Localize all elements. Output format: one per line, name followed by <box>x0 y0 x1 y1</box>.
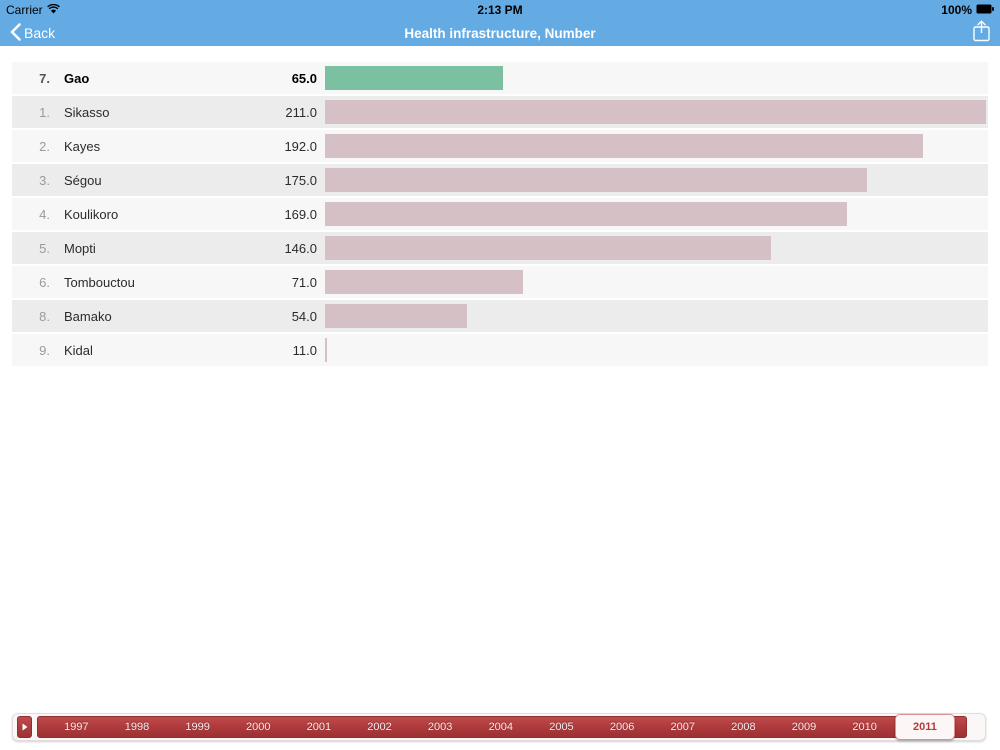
status-bar: Carrier 2:13 PM 100% <box>0 0 1000 20</box>
region-name: Kidal <box>64 342 93 358</box>
value-bar <box>325 134 923 158</box>
year-2010[interactable]: 2010 <box>852 721 877 733</box>
back-chevron-icon <box>10 22 21 44</box>
row-text-group: 3. Ségou 175.0 <box>12 164 317 196</box>
region-name: Kayes <box>64 138 101 154</box>
year-2003[interactable]: 2003 <box>427 721 453 733</box>
value-label: 54.0 <box>291 308 317 324</box>
rank-label: 1. <box>39 104 50 120</box>
row-text-group: 2. Kayes 192.0 <box>12 130 317 162</box>
row-text-group: 5. Mopti 146.0 <box>12 232 317 264</box>
value-bar <box>325 66 503 90</box>
navigation-bar: Back Health infrastructure, Number <box>0 20 1000 46</box>
list-item-ségou[interactable]: 3. Ségou 175.0 <box>12 164 988 196</box>
year-1998[interactable]: 1998 <box>124 721 150 733</box>
row-text-group: 4. Koulikoro 169.0 <box>12 198 317 230</box>
value-bar <box>325 236 771 260</box>
back-button[interactable]: Back <box>10 22 56 44</box>
region-name: Koulikoro <box>64 206 119 222</box>
value-label: 175.0 <box>284 172 317 188</box>
year-2002[interactable]: 2002 <box>367 721 392 733</box>
list-item-koulikoro[interactable]: 4. Koulikoro 169.0 <box>12 198 988 230</box>
region-bar-list: 7. Gao 65.0 1. Sikasso 211.0 2. Kayes 192.0 3. Ség… <box>12 62 988 366</box>
row-text-group: 1. Sikasso 211.0 <box>12 96 317 128</box>
value-label: 211.0 <box>285 104 317 120</box>
carrier-label: Carrier <box>6 3 43 17</box>
bar-track <box>317 300 988 332</box>
bar-track <box>317 266 988 298</box>
rank-label: 2. <box>39 138 50 154</box>
value-bar <box>325 338 327 362</box>
value-label: 11.0 <box>292 342 317 358</box>
region-name: Sikasso <box>64 104 110 120</box>
value-label: 192.0 <box>284 138 317 154</box>
year-2000[interactable]: 2000 <box>246 721 271 733</box>
year-1997[interactable]: 1997 <box>64 721 89 733</box>
list-item-kidal[interactable]: 9. Kidal 11.0 <box>12 334 988 366</box>
bar-track <box>317 334 988 366</box>
play-button[interactable] <box>17 716 32 738</box>
timeline-handle-year-2011[interactable]: 2011 <box>894 714 955 740</box>
list-item-bamako[interactable]: 8. Bamako 54.0 <box>12 300 988 332</box>
list-item-gao[interactable]: 7. Gao 65.0 <box>12 62 988 94</box>
back-label: Back <box>24 25 56 41</box>
value-label: 71.0 <box>291 274 317 290</box>
rank-label: 9. <box>39 342 50 358</box>
share-button[interactable] <box>973 20 990 47</box>
page-title: Health infrastructure, Number <box>404 25 596 41</box>
rank-label: 8. <box>39 308 50 324</box>
bar-track <box>317 62 988 94</box>
value-label: 65.0 <box>291 70 317 86</box>
value-bar <box>325 168 867 192</box>
rank-label: 3. <box>39 172 50 188</box>
year-2009[interactable]: 2009 <box>791 721 817 733</box>
value-label: 169.0 <box>284 206 317 222</box>
row-text-group: 7. Gao 65.0 <box>12 62 317 94</box>
year-2006[interactable]: 2006 <box>609 721 635 733</box>
year-2004[interactable]: 2004 <box>488 721 514 733</box>
year-2005[interactable]: 2005 <box>549 721 574 733</box>
value-bar <box>325 270 523 294</box>
bar-track <box>317 96 988 128</box>
play-icon <box>22 718 28 736</box>
wifi-icon <box>46 3 60 17</box>
rank-label: 7. <box>39 70 50 86</box>
year-1999[interactable]: 1999 <box>185 721 210 733</box>
region-name: Mopti <box>64 240 96 256</box>
bar-track <box>317 198 988 230</box>
value-bar <box>325 202 847 226</box>
list-item-mopti[interactable]: 5. Mopti 146.0 <box>12 232 988 264</box>
list-item-tombouctou[interactable]: 6. Tombouctou 71.0 <box>12 266 988 298</box>
list-item-sikasso[interactable]: 1. Sikasso 211.0 <box>12 96 988 128</box>
year-2007[interactable]: 2007 <box>670 721 695 733</box>
region-name: Tombouctou <box>64 274 135 290</box>
year-2008[interactable]: 2008 <box>731 721 756 733</box>
region-name: Gao <box>64 70 90 86</box>
value-bar <box>325 304 467 328</box>
list-item-kayes[interactable]: 2. Kayes 192.0 <box>12 130 988 162</box>
year-2001[interactable]: 2001 <box>306 721 332 733</box>
region-name: Ségou <box>64 172 102 188</box>
battery-percent: 100% <box>941 3 972 17</box>
value-bar <box>325 100 986 124</box>
row-text-group: 8. Bamako 54.0 <box>12 300 317 332</box>
year-timeline-slider[interactable]: 1997 1998 1999 2000 2001 2002 2003 2004 2005 2006… <box>12 713 986 741</box>
bar-track <box>317 130 988 162</box>
rank-label: 6. <box>39 274 50 290</box>
share-icon <box>973 20 990 47</box>
region-name: Bamako <box>64 308 112 324</box>
rank-label: 5. <box>39 240 50 256</box>
row-text-group: 9. Kidal 11.0 <box>12 334 317 366</box>
clock: 2:13 PM <box>477 3 523 17</box>
timeline-track[interactable]: 1997 1998 1999 2000 2001 2002 2003 2004 2005 2006… <box>37 714 967 740</box>
bar-track <box>317 232 988 264</box>
battery-icon <box>976 3 994 17</box>
rank-label: 4. <box>39 206 50 222</box>
row-text-group: 6. Tombouctou 71.0 <box>12 266 317 298</box>
value-label: 146.0 <box>284 240 317 256</box>
bar-track <box>317 164 988 196</box>
